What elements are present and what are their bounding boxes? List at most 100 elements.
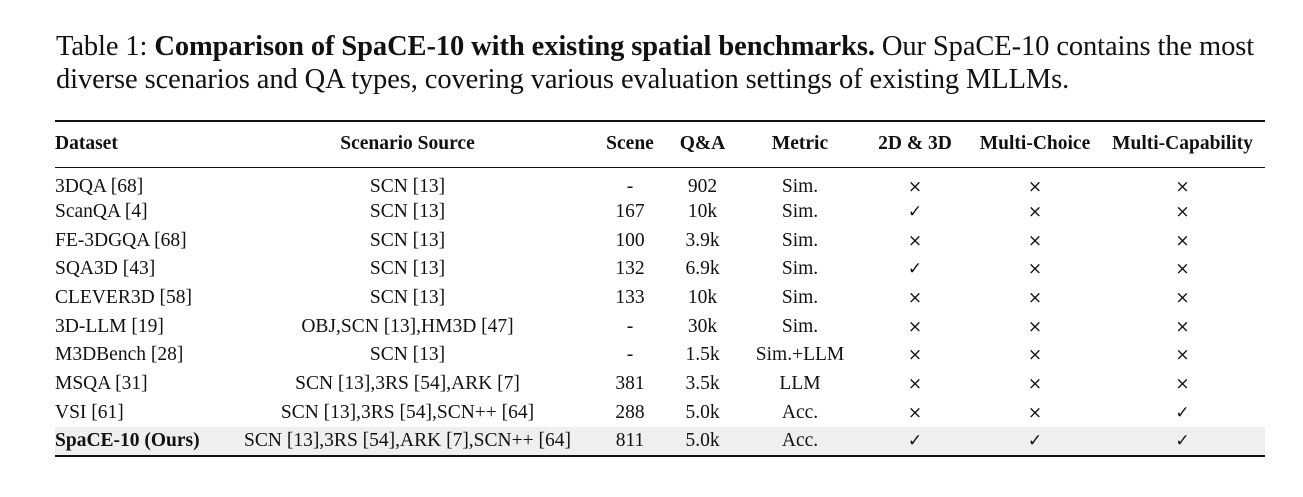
cell-scene: 381 — [615, 372, 645, 394]
cell-multi-capability: × — [1175, 201, 1190, 222]
cell-multi-choice: × — [1027, 316, 1043, 337]
cell-dataset: M3DBench [28] — [55, 344, 184, 366]
cell-multi-capability: × — [1175, 176, 1190, 197]
caption-prefix: Table 1: — [56, 31, 155, 62]
cell-dataset: SQA3D [43] — [55, 258, 156, 280]
cell-scene: 811 — [595, 427, 665, 456]
cell-scene: - — [626, 175, 634, 197]
cell-2d-3d: × — [907, 176, 923, 197]
cell-multi-capability: × — [1175, 316, 1190, 337]
cell-2d-3d: × — [907, 287, 923, 308]
cell-scenario-source: OBJ,SCN [13],HM3D [47] — [301, 315, 514, 337]
cell-2d-3d: ✓ — [907, 259, 923, 280]
cell-metric: Acc. — [781, 401, 819, 423]
table-row: VSI [61] SCN [13],3RS [54],SCN++ [64] 28… — [55, 398, 1265, 427]
header-dataset: Dataset — [55, 133, 118, 155]
cell-scene: 100 — [615, 229, 645, 251]
cell-metric: Sim. — [781, 258, 819, 280]
cell-qa: 5.0k — [685, 401, 720, 423]
cell-2d-3d: × — [907, 316, 923, 337]
cell-scenario-source: SCN [13] — [369, 229, 446, 251]
cell-multi-choice: × — [1027, 402, 1043, 423]
cell-scene: - — [626, 315, 634, 337]
cell-multi-choice: × — [1027, 287, 1043, 308]
table-row: M3DBench [28] SCN [13] - 1.5k Sim.+LLM ×… — [55, 341, 1265, 370]
table-row: MSQA [31] SCN [13],3RS [54],ARK [7] 381 … — [55, 370, 1265, 399]
cell-multi-capability: ✓ — [1175, 402, 1190, 423]
cell-multi-capability: × — [1175, 230, 1190, 251]
cell-dataset: FE-3DGQA [68] — [55, 229, 187, 251]
table-row: FE-3DGQA [68] SCN [13] 100 3.9k Sim. × ×… — [55, 226, 1265, 255]
cell-multi-capability: × — [1175, 259, 1190, 280]
table-row-highlighted: SpaCE-10 (Ours) SCN [13],3RS [54],ARK [7… — [55, 427, 1265, 456]
cell-dataset: SpaCE-10 (Ours) — [55, 427, 220, 456]
cell-multi-choice: × — [1027, 176, 1043, 197]
cell-scenario-source: SCN [13] — [369, 200, 446, 222]
cell-scenario-source: SCN [13] — [369, 175, 446, 197]
cell-scene: 288 — [615, 401, 645, 423]
cell-dataset: MSQA [31] — [55, 372, 148, 394]
cell-multi-choice: × — [1027, 345, 1043, 366]
header-multi-choice: Multi-Choice — [979, 133, 1091, 155]
header-scene: Scene — [606, 133, 654, 155]
cell-qa: 3.5k — [685, 372, 720, 394]
cell-2d-3d: ✓ — [907, 201, 923, 222]
cell-scenario-source: SCN [13] — [369, 258, 446, 280]
cell-qa: 902 — [687, 175, 718, 197]
cell-qa: 1.5k — [685, 344, 720, 366]
cell-2d-3d: × — [907, 402, 923, 423]
cell-multi-choice: × — [1027, 230, 1043, 251]
cell-multi-capability: × — [1175, 345, 1190, 366]
cell-scenario-source: SCN [13] — [369, 286, 446, 308]
cell-2d-3d: × — [907, 345, 923, 366]
cell-metric: Sim. — [781, 229, 819, 251]
table-header-row: Dataset Scenario Source Scene Q&A Metric… — [55, 121, 1265, 167]
cell-qa: 30k — [687, 315, 718, 337]
header-qa: Q&A — [679, 133, 726, 155]
cell-qa: 5.0k — [665, 427, 740, 456]
table-row: 3DQA [68] SCN [13] - 902 Sim. × × × — [55, 167, 1265, 198]
cell-metric: LLM — [779, 372, 821, 394]
table-row: CLEVER3D [58] SCN [13] 133 10k Sim. × × … — [55, 284, 1265, 313]
cell-multi-capability: ✓ — [1100, 427, 1265, 456]
cell-scene: 132 — [615, 258, 645, 280]
cell-multi-capability: × — [1175, 287, 1190, 308]
table-caption: Table 1: Comparison of SpaCE-10 with exi… — [56, 30, 1276, 96]
cell-dataset: CLEVER3D [58] — [55, 286, 193, 308]
table-row: 3D-LLM [19] OBJ,SCN [13],HM3D [47] - 30k… — [55, 312, 1265, 341]
cell-qa: 10k — [687, 200, 718, 222]
cell-multi-choice: × — [1027, 373, 1043, 394]
cell-metric: Sim. — [781, 175, 819, 197]
cell-2d-3d: × — [907, 373, 923, 394]
cell-dataset: ScanQA [4] — [55, 200, 148, 222]
cell-metric: Sim.+LLM — [755, 344, 845, 366]
cell-dataset: VSI [61] — [55, 401, 124, 423]
cell-multi-choice: × — [1027, 259, 1043, 280]
cell-metric: Acc. — [740, 427, 860, 456]
cell-qa: 6.9k — [685, 258, 720, 280]
comparison-table: Dataset Scenario Source Scene Q&A Metric… — [55, 120, 1265, 457]
cell-metric: Sim. — [781, 286, 819, 308]
cell-scenario-source: SCN [13] — [369, 344, 446, 366]
cell-scenario-source: SCN [13],3RS [54],SCN++ [64] — [280, 401, 535, 423]
caption-title: Comparison of SpaCE-10 with existing spa… — [154, 31, 875, 62]
header-2d-3d: 2D & 3D — [878, 133, 952, 155]
cell-metric: Sim. — [781, 315, 819, 337]
table-row: SQA3D [43] SCN [13] 132 6.9k Sim. ✓ × × — [55, 255, 1265, 284]
cell-multi-choice: ✓ — [970, 427, 1100, 456]
cell-scene: - — [626, 344, 634, 366]
table-row: ScanQA [4] SCN [13] 167 10k Sim. ✓ × × — [55, 198, 1265, 227]
cell-scenario-source: SCN [13],3RS [54],ARK [7],SCN++ [64] — [220, 427, 595, 456]
cell-dataset: 3DQA [68] — [55, 175, 144, 197]
cell-qa: 10k — [687, 286, 718, 308]
table-body: 3DQA [68] SCN [13] - 902 Sim. × × × Scan… — [55, 167, 1265, 456]
cell-qa: 3.9k — [685, 229, 720, 251]
cell-scenario-source: SCN [13],3RS [54],ARK [7] — [295, 372, 520, 394]
cell-2d-3d: × — [907, 230, 923, 251]
cell-multi-choice: × — [1027, 201, 1043, 222]
cell-dataset: 3D-LLM [19] — [55, 315, 164, 337]
cell-scene: 167 — [615, 200, 645, 222]
header-metric: Metric — [771, 133, 829, 155]
cell-metric: Sim. — [781, 200, 819, 222]
cell-scene: 133 — [615, 286, 645, 308]
